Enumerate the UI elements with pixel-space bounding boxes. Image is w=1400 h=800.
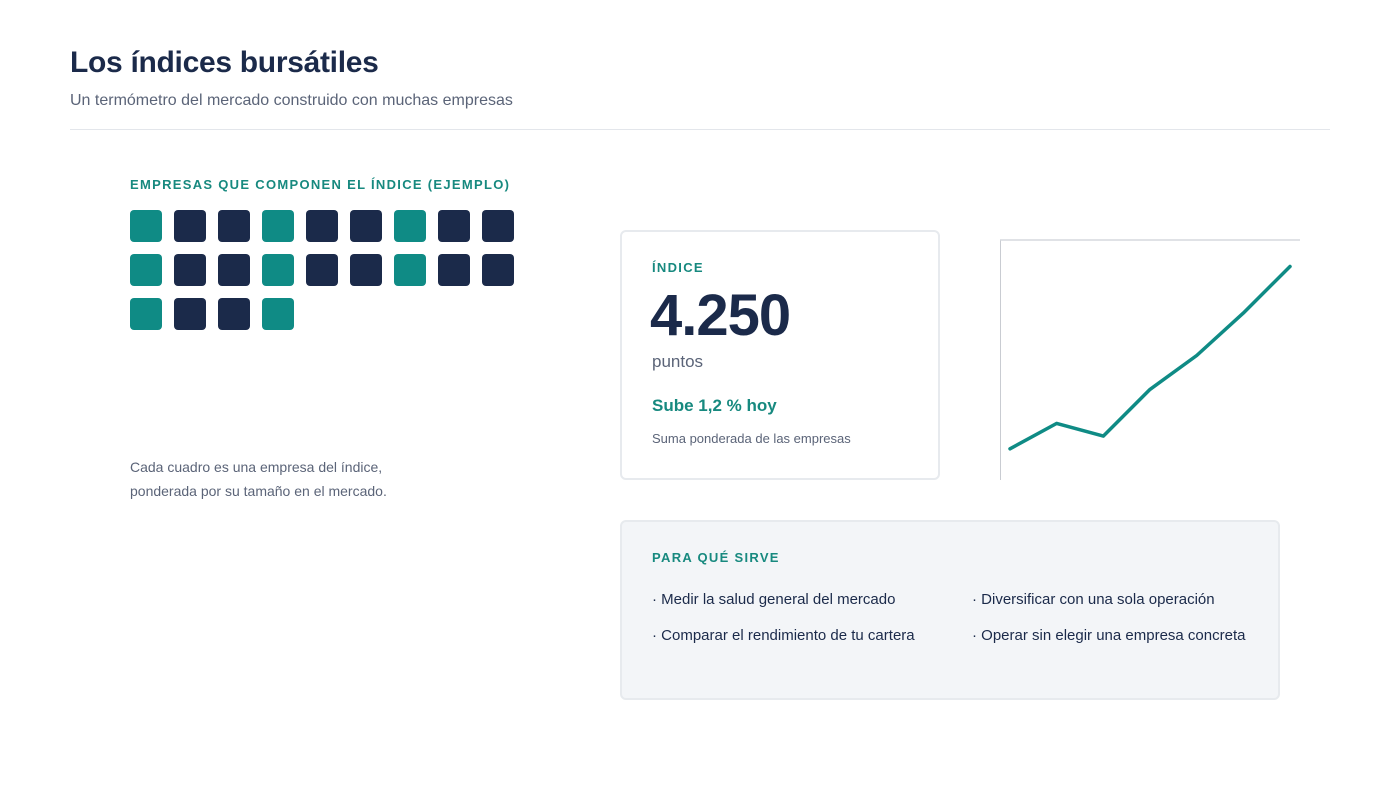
company-square — [130, 298, 162, 330]
company-square — [438, 254, 470, 286]
index-series-line — [1008, 264, 1292, 451]
index-line-chart — [1000, 239, 1300, 480]
company-square — [438, 210, 470, 242]
use-item: · Medir la salud general del mercado — [652, 591, 896, 608]
divider — [70, 129, 1330, 130]
company-square — [262, 210, 294, 242]
uses-heading: PARA QUÉ SIRVE — [652, 550, 780, 565]
company-square — [262, 298, 294, 330]
company-square — [218, 254, 250, 286]
index-note: Suma ponderada de las empresas — [652, 431, 851, 446]
company-square — [218, 210, 250, 242]
use-item: · Diversificar con una sola operación — [972, 591, 1215, 608]
company-square — [218, 298, 250, 330]
caption-line-2: ponderada por su tamaño en el mercado. — [130, 483, 387, 499]
index-card: ÍNDICE 4.250 puntos Sube 1,2 % hoy Suma … — [620, 230, 940, 480]
company-square — [482, 254, 514, 286]
index-value: 4.250 — [650, 283, 791, 348]
company-square — [174, 210, 206, 242]
uses-list: · Medir la salud general del mercado · D… — [652, 590, 1272, 645]
company-square — [262, 254, 294, 286]
index-label: ÍNDICE — [652, 260, 704, 275]
page-title: Los índices bursátiles — [70, 46, 379, 79]
company-square — [350, 254, 382, 286]
page-subtitle: Un termómetro del mercado construido con… — [70, 92, 513, 109]
index-unit: puntos — [652, 352, 704, 371]
company-square — [482, 210, 514, 242]
company-square — [174, 254, 206, 286]
uses-card: PARA QUÉ SIRVE · Medir la salud general … — [620, 520, 1280, 700]
company-square — [306, 210, 338, 242]
company-square — [130, 210, 162, 242]
use-item: · Comparar el rendimiento de tu cartera — [652, 627, 915, 644]
company-square — [350, 210, 382, 242]
index-change: Sube 1,2 % hoy — [652, 396, 777, 415]
companies-caption: Cada cuadro es una empresa del índice, p… — [130, 455, 450, 503]
company-squares-grid — [130, 210, 530, 330]
company-square — [130, 254, 162, 286]
companies-heading: EMPRESAS QUE COMPONEN EL ÍNDICE (EJEMPLO… — [130, 177, 511, 192]
caption-line-1: Cada cuadro es una empresa del índice, — [130, 459, 383, 475]
use-item: · Operar sin elegir una empresa concreta — [972, 627, 1246, 644]
company-square — [174, 298, 206, 330]
company-square — [306, 254, 338, 286]
company-square — [394, 254, 426, 286]
company-square — [394, 210, 426, 242]
